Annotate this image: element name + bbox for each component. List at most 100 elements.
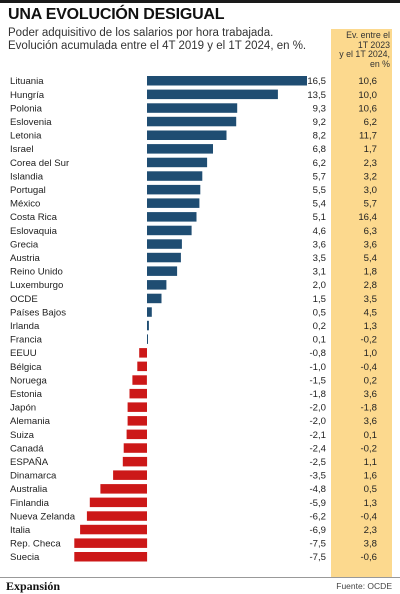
- value-label: 3,6: [313, 239, 326, 250]
- category-label: Finlandia: [10, 498, 50, 509]
- value-label: -2,4: [309, 443, 326, 454]
- secondary-value-label: 10,6: [358, 103, 377, 114]
- value-label: -6,2: [309, 511, 326, 522]
- bar-14: [147, 266, 178, 276]
- secondary-value-label: 16,4: [358, 212, 377, 223]
- subtitle-line: Evolución acumulada entre el 4T 2019 y e…: [8, 40, 307, 52]
- bar-18: [147, 320, 149, 331]
- secondary-value-label: -0,4: [360, 362, 377, 373]
- bar-13: [147, 252, 181, 263]
- bar-15: [147, 280, 167, 290]
- category-label: Alemania: [10, 416, 51, 427]
- value-label: 5,1: [313, 212, 326, 223]
- value-label: -7,5: [309, 539, 326, 550]
- value-label: -0,8: [309, 348, 326, 359]
- bar-35: [74, 552, 148, 562]
- secondary-value-label: 3,5: [364, 294, 377, 305]
- secondary-column-background: [331, 29, 392, 577]
- category-label: Portugal: [10, 185, 46, 196]
- column-header-line: y el 1T 2024,: [339, 49, 390, 60]
- value-label: 4,6: [313, 226, 326, 237]
- secondary-value-label: 1,3: [364, 321, 377, 332]
- bar-0: [147, 76, 307, 86]
- column-header-line: 1T 2023: [357, 39, 390, 50]
- secondary-value-label: 0,2: [364, 375, 377, 386]
- category-label: Costa Rica: [10, 212, 58, 223]
- bar-5: [147, 144, 213, 154]
- secondary-value-label: 5,7: [364, 199, 377, 210]
- bar-33: [80, 524, 147, 535]
- secondary-value-label: -0,6: [360, 552, 377, 563]
- bar-23: [129, 388, 147, 399]
- value-label: 5,4: [313, 199, 327, 210]
- category-label: Corea del Sur: [10, 158, 70, 169]
- secondary-value-label: -0,4: [360, 511, 377, 522]
- bar-28: [122, 456, 148, 467]
- bar-2: [147, 103, 238, 113]
- bar-22: [132, 375, 147, 385]
- chart-subtitle: Poder adquisitivo de los salarios por ho…: [8, 27, 328, 53]
- bar-4: [147, 130, 227, 140]
- category-label: Grecia: [10, 239, 39, 250]
- bar-20: [139, 348, 147, 358]
- secondary-value-label: 3,6: [364, 416, 377, 427]
- secondary-value-label: 2,8: [364, 280, 377, 291]
- secondary-value-label: 3,2: [364, 171, 377, 182]
- secondary-column-header: Ev. entre el 1T 2023 y el 1T 2024, en %: [331, 30, 390, 69]
- secondary-value-label: 1,1: [364, 457, 377, 468]
- secondary-value-label: 3,6: [364, 389, 377, 400]
- bar-29: [113, 470, 147, 480]
- secondary-value-label: 10,6: [358, 76, 377, 87]
- value-label: 9,3: [313, 103, 326, 114]
- category-label: México: [10, 199, 40, 210]
- secondary-value-label: 1,6: [364, 471, 377, 482]
- category-label: Eslovaquia: [10, 226, 58, 237]
- value-label: -2,5: [309, 457, 326, 468]
- secondary-value-label: 1,7: [364, 144, 377, 155]
- category-label: ESPAÑA: [10, 457, 49, 468]
- bar-6: [147, 157, 208, 168]
- value-label: 6,2: [313, 158, 326, 169]
- value-label: -1,0: [309, 362, 326, 373]
- bar-26: [126, 429, 147, 440]
- category-label: Lituania: [10, 76, 44, 87]
- footer-rule: [0, 577, 400, 578]
- secondary-value-label: 5,4: [364, 253, 378, 264]
- secondary-value-label: 6,3: [364, 226, 377, 237]
- category-label: Italia: [10, 525, 31, 536]
- secondary-value-label: -1,8: [360, 403, 377, 414]
- category-label: Islandia: [10, 171, 44, 182]
- brand-logo: Expansión: [6, 579, 61, 593]
- secondary-value-label: 0,5: [364, 484, 377, 495]
- bar-34: [74, 538, 148, 548]
- value-label: 9,2: [313, 117, 326, 128]
- bar-30: [100, 484, 147, 494]
- category-label: Japón: [10, 403, 36, 414]
- value-label: -2,0: [309, 403, 326, 414]
- secondary-value-label: 3,0: [364, 185, 377, 196]
- category-label: Canadá: [10, 443, 44, 454]
- category-label: EEUU: [10, 348, 37, 359]
- category-label: Estonia: [10, 389, 43, 400]
- bar-1: [147, 89, 278, 100]
- category-label: Eslovenia: [10, 117, 52, 128]
- category-label: Letonia: [10, 131, 42, 142]
- category-label: Países Bajos: [10, 307, 66, 318]
- bar-11: [147, 225, 192, 236]
- source-note: Fuente: OCDE: [336, 581, 392, 591]
- bar-3: [147, 116, 237, 127]
- value-label: -4,8: [309, 484, 326, 495]
- category-label: Polonia: [10, 103, 43, 114]
- chart-title: UNA EVOLUCIÓN DESIGUAL: [8, 6, 225, 23]
- category-label: Suiza: [10, 430, 35, 441]
- secondary-value-label: 2,3: [364, 158, 377, 169]
- value-label: 0,1: [313, 335, 326, 346]
- top-rule: [0, 0, 400, 3]
- value-label: -7,5: [309, 552, 326, 563]
- value-label: 16,5: [307, 76, 326, 87]
- category-label: Hungría: [10, 90, 45, 101]
- secondary-value-label: 10,0: [358, 90, 377, 101]
- column-header-line: en %: [369, 58, 390, 69]
- category-label: Luxemburgo: [10, 280, 63, 291]
- value-label: 2,0: [313, 280, 326, 291]
